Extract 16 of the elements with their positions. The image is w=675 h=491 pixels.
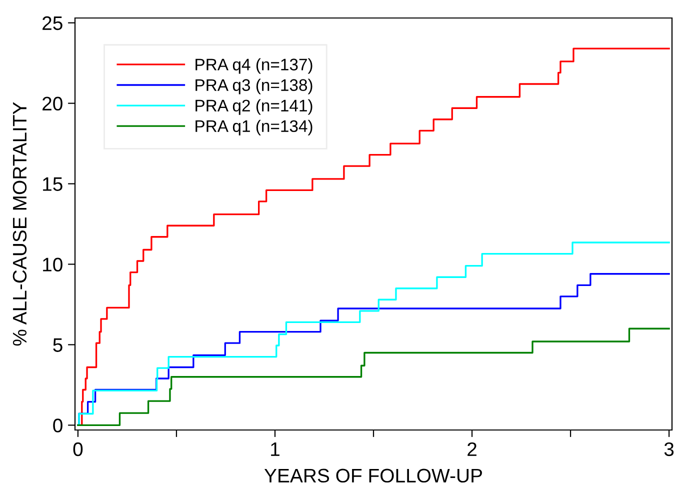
y-axis-title: % ALL-CAUSE MORTALITY [12,102,27,346]
x-tick-label: 3 [664,442,674,456]
y-tick-label: 5 [53,338,62,352]
legend-label: PRA q3 (n=138) [196,78,312,94]
y-tick-label: 15 [43,177,62,192]
y-tick-label: 25 [42,16,62,30]
legend-label: PRA q4 (n=137) [196,58,312,74]
x-tick-label: 1 [271,442,280,456]
y-tick-label: 20 [42,96,62,111]
x-axis-title: YEARS OF FOLLOW-UP [264,468,482,483]
x-tick-label: 2 [468,442,476,456]
y-tick-label: 10 [43,258,62,272]
legend-label: PRA q2 (n=141) [196,99,312,115]
legend-label: PRA q1 (n=134) [196,120,312,136]
x-tick-label: 0 [73,442,83,456]
y-tick-label: 0 [53,418,62,432]
